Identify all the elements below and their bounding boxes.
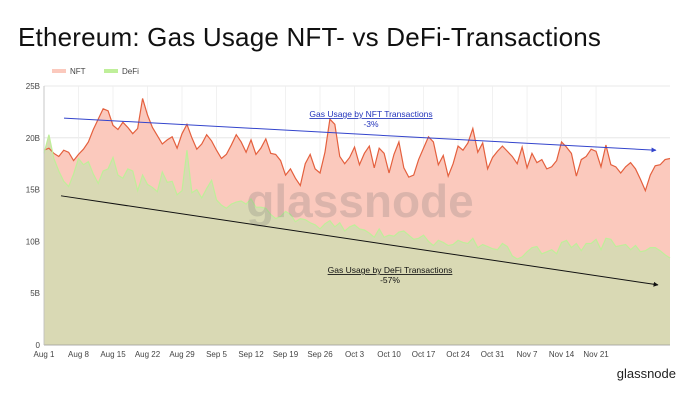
legend-label: DeFi [122,67,139,76]
x-tick-label: Aug 1 [34,350,55,359]
x-tick-label: Aug 22 [135,350,161,359]
defi-series-line [43,134,671,260]
x-tick-label: Sep 5 [206,350,227,359]
nft-trendline [63,117,657,153]
y-tick-label: 5B [30,289,40,298]
legend-swatch [104,69,118,73]
x-tick-label: Nov 7 [517,350,538,359]
axes: 0 5B 10B 15B 20B 25B Aug 1 Aug 8 Aug 15 Aug 22 Aug… [26,82,670,359]
defi-trendline [60,195,659,287]
trendlines: Gas Usage by NFT Transactions-3% Gas Usag… [60,109,659,287]
watermark: glassnode [246,175,474,227]
nft-trend-label: Gas Usage by NFT Transactions [309,109,432,119]
x-tick-label: Oct 17 [412,350,436,359]
page-title: Ethereum: Gas Usage NFT- vs DeFi-Transac… [18,22,602,52]
x-tick-label: Aug 15 [100,350,126,359]
x-tick-label: Nov 21 [583,350,609,359]
y-tick-label: 10B [26,237,40,246]
x-tick-label: Aug 8 [68,350,89,359]
y-tick-label: 15B [26,186,40,195]
legend: NFT DeFi [52,67,139,76]
brand-logo-text: glassnode [616,366,676,381]
y-tick-label: 20B [26,134,40,143]
y-tick-label: 25B [26,82,40,91]
x-tick-label: Oct 3 [345,350,365,359]
x-tick-label: Oct 10 [377,350,401,359]
legend-label: NFT [70,67,86,76]
x-tick-label: Sep 26 [307,350,333,359]
nft-trend-change: -3% [363,119,379,129]
x-tick-label: Sep 12 [238,350,264,359]
x-tick-label: Sep 19 [273,350,299,359]
x-tick-label: Oct 24 [446,350,470,359]
defi-trend-change: -57% [380,275,400,285]
x-tick-label: Aug 29 [169,350,195,359]
y-tick-label: 0 [36,341,41,350]
x-tick-label: Nov 14 [549,350,575,359]
x-tick-label: Oct 31 [481,350,505,359]
legend-swatch [52,69,66,73]
nft-series-line [43,98,671,193]
defi-trend-label: Gas Usage by DeFi Transactions [328,265,453,275]
